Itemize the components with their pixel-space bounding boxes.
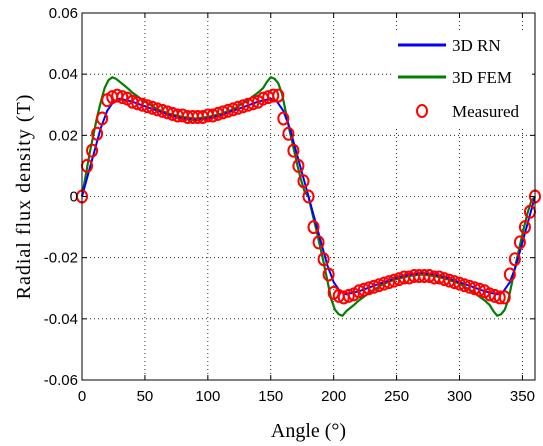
measured-point — [96, 111, 109, 126]
measured-point — [272, 88, 285, 103]
measured-point — [312, 235, 325, 250]
legend-label-measured: Measured — [452, 102, 520, 121]
measured-point — [247, 96, 260, 111]
y-tick-label: 0 — [70, 189, 78, 206]
y-tick-label: 0.04 — [49, 66, 78, 83]
measured-point — [518, 220, 531, 235]
legend-swatch-measured — [416, 104, 428, 118]
x-tick-label: 300 — [447, 388, 472, 405]
measured-point — [307, 220, 320, 235]
y-tick-label: -0.04 — [44, 311, 78, 328]
measured-point — [503, 267, 516, 282]
measured-point — [317, 252, 330, 267]
measured-point — [342, 288, 355, 303]
x-tick-label: 350 — [510, 388, 535, 405]
measured-point — [282, 126, 295, 141]
y-axis-title: Radial flux density (T) — [13, 94, 35, 300]
measured-point — [292, 158, 305, 173]
measured-point — [508, 252, 521, 267]
measured-point — [91, 126, 104, 141]
measured-point — [86, 143, 99, 158]
measured-point — [302, 189, 315, 204]
measured-point — [322, 267, 335, 282]
y-tick-label: 0.06 — [49, 5, 78, 22]
measured-point — [277, 111, 290, 126]
x-tick-label: 200 — [321, 388, 346, 405]
x-axis-title: Angle (°) — [271, 420, 346, 442]
axis-ticks — [81, 12, 535, 381]
y-tick-label: -0.02 — [44, 250, 78, 267]
measured-point — [116, 90, 129, 105]
measured-point — [473, 282, 486, 297]
measured-point — [498, 290, 511, 305]
x-tick-label: 150 — [258, 388, 283, 405]
plot-series — [76, 76, 541, 317]
y-tick-label: 0.02 — [49, 127, 78, 144]
x-tick-label: 0 — [78, 388, 86, 405]
measured-point — [287, 143, 300, 158]
x-tick-label: 250 — [384, 388, 409, 405]
legend: 3D RN 3D FEM Measured — [392, 32, 532, 128]
measured-point — [297, 174, 310, 189]
legend-label-3d-rn: 3D RN — [452, 36, 501, 55]
legend-label-3d-fem: 3D FEM — [452, 68, 512, 87]
measured-point — [267, 88, 280, 103]
tick-labels: 0 50 100 150 200 250 300 350 -0.06 -0.04 -0.02 0 0.0… — [44, 5, 535, 405]
x-tick-label: 100 — [195, 388, 220, 405]
x-tick-label: 50 — [137, 388, 154, 405]
series-line-3d-rn — [81, 97, 536, 296]
measured-point — [513, 235, 526, 250]
measured-point — [493, 290, 506, 305]
legend-box — [392, 32, 532, 128]
y-tick-label: -0.06 — [44, 372, 78, 389]
